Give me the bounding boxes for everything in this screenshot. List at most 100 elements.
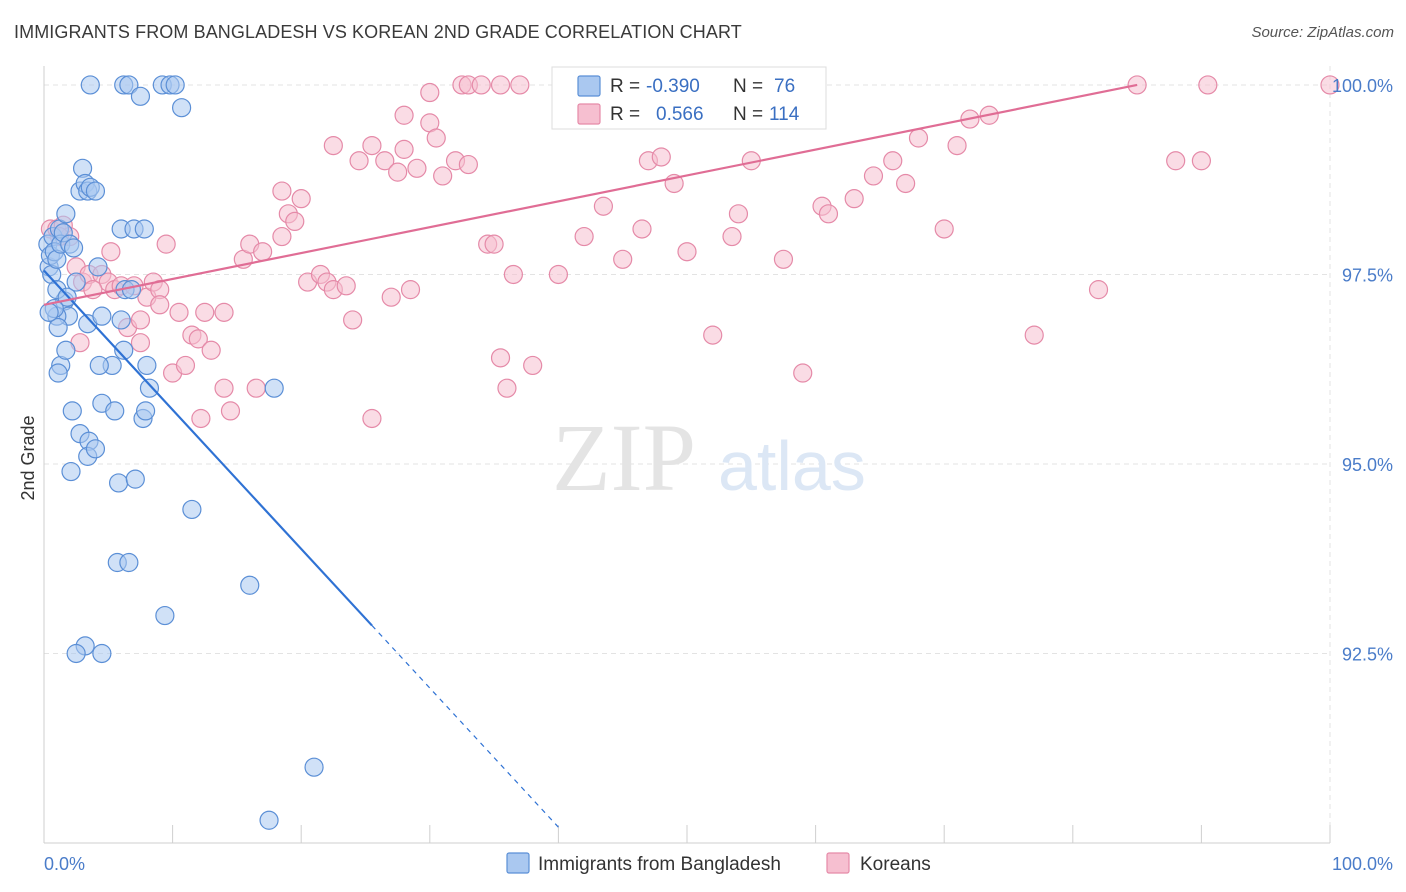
koreans-point-60	[523, 355, 543, 376]
bangladesh-point-48	[125, 469, 145, 489]
koreans-point-31	[272, 226, 292, 247]
trend-line-bangladesh	[43, 269, 373, 627]
trend-line-koreans	[43, 83, 1138, 306]
legend-top: R = -0.390 N = 76 R = 0.566 N = 114	[551, 66, 827, 130]
bangladesh-point-59	[264, 378, 284, 398]
koreans-point-109	[246, 378, 266, 398]
legend-n-label-blue: N =	[733, 76, 763, 97]
legend-bottom-label-bangladesh: Immigrants from Bangladesh	[538, 854, 781, 875]
bangladesh-point-32	[89, 355, 109, 376]
koreans-point-84	[947, 135, 967, 156]
koreans-point-104	[1320, 75, 1340, 95]
koreans-point-25	[130, 310, 151, 330]
koreans-point-54	[458, 154, 478, 175]
koreans-point-107	[323, 135, 343, 156]
bangladesh-point-65	[119, 75, 139, 95]
koreans-point-88	[1088, 280, 1109, 300]
koreans-point-59	[497, 378, 517, 398]
koreans-point-49	[407, 158, 427, 178]
koreans-point-23	[195, 302, 215, 322]
koreans-point-62	[574, 226, 594, 247]
legend-r-label-pink: R =	[610, 104, 640, 125]
koreans-point-71	[722, 226, 742, 247]
koreans-point-95	[510, 75, 530, 95]
koreans-point-56	[484, 234, 504, 254]
koreans-point-65	[632, 219, 652, 239]
bangladesh-point-30	[121, 280, 142, 300]
bangladesh-point-43	[137, 355, 157, 376]
koreans-point-80	[883, 151, 903, 171]
bangladesh-point-44	[139, 378, 160, 398]
chart-title: IMMIGRANTS FROM BANGLADESH VS KOREAN 2ND…	[14, 22, 742, 42]
bangladesh-point-51	[119, 552, 139, 573]
bangladesh-point-66	[130, 86, 151, 106]
koreans-point-27	[214, 302, 234, 322]
koreans-point-103	[1198, 75, 1218, 95]
trend-lines	[43, 83, 1138, 828]
bangladesh-point-63	[80, 75, 100, 95]
koreans-point-82	[908, 128, 929, 148]
legend-bottom-label-koreans: Koreans	[860, 854, 931, 875]
bangladesh-point-35	[62, 401, 82, 421]
bangladesh-point-47	[108, 473, 129, 493]
bangladesh-point-75	[39, 302, 59, 322]
koreans-point-47	[388, 162, 408, 182]
koreans-point-43	[400, 280, 421, 300]
koreans-point-74	[773, 249, 794, 269]
y-tick-label-3: 100.0%	[1332, 76, 1393, 96]
koreans-point-64	[613, 249, 633, 269]
bangladesh-point-70	[172, 98, 192, 118]
koreans-point-63	[593, 196, 614, 216]
koreans-point-39	[336, 276, 356, 296]
bangladesh-point-52	[240, 575, 260, 595]
koreans-point-83	[934, 219, 954, 239]
bangladesh-point-74	[48, 363, 68, 383]
y-axis-title: 2nd Grade	[18, 415, 38, 500]
koreans-point-45	[362, 135, 382, 156]
koreans-point-77	[818, 204, 839, 224]
koreans-point-69	[677, 242, 697, 262]
bangladesh-point-12	[63, 238, 84, 258]
koreans-point-42	[381, 287, 401, 307]
bangladesh-point-25	[92, 306, 112, 326]
koreans-point-81	[896, 173, 916, 194]
koreans-point-106	[394, 105, 414, 125]
legend-r-label-blue: R =	[610, 76, 640, 97]
koreans-point-70	[703, 325, 723, 345]
watermark: ZIP atlas	[552, 404, 866, 511]
y-tick-label-0: 92.5%	[1342, 644, 1393, 664]
koreans-point-114	[101, 242, 121, 262]
koreans-point-58	[490, 348, 511, 368]
bangladesh-point-57	[304, 757, 324, 777]
bangladesh-point-46	[135, 401, 156, 421]
x-tick-label-0: 0.0%	[44, 854, 85, 874]
koreans-point-18	[188, 329, 208, 349]
bangladesh-point-58	[259, 810, 279, 830]
y-tick-labels: 92.5% 95.0% 97.5% 100.0%	[1332, 76, 1393, 665]
legend-swatch-pink	[577, 103, 601, 125]
watermark-zip: ZIP	[552, 404, 696, 511]
koreans-point-41	[362, 408, 382, 429]
koreans-point-52	[433, 166, 453, 186]
koreans-point-34	[291, 189, 311, 209]
koreans-point-75	[793, 363, 813, 383]
koreans-point-79	[863, 166, 884, 186]
koreans-point-112	[130, 333, 151, 353]
bangladesh-point-39	[85, 439, 106, 459]
trend-line-bangladesh-extension	[371, 625, 559, 828]
legend-swatch-blue	[577, 75, 601, 97]
koreans-point-22	[169, 302, 189, 322]
koreans-point-94	[490, 75, 511, 95]
axes	[43, 66, 1331, 844]
koreans-point-72	[728, 204, 749, 224]
koreans-point-26	[156, 234, 176, 254]
koreans-point-21	[220, 401, 241, 421]
koreans-point-40	[343, 310, 363, 330]
x-tick-labels: 0.0% 100.0%	[44, 854, 1393, 874]
bangladesh-point-42	[105, 401, 125, 421]
koreans-point-51	[426, 128, 446, 148]
koreans-point-89	[1166, 151, 1186, 171]
bangladesh-point-56	[92, 643, 112, 664]
legend-n-value-blue: 76	[774, 76, 795, 97]
